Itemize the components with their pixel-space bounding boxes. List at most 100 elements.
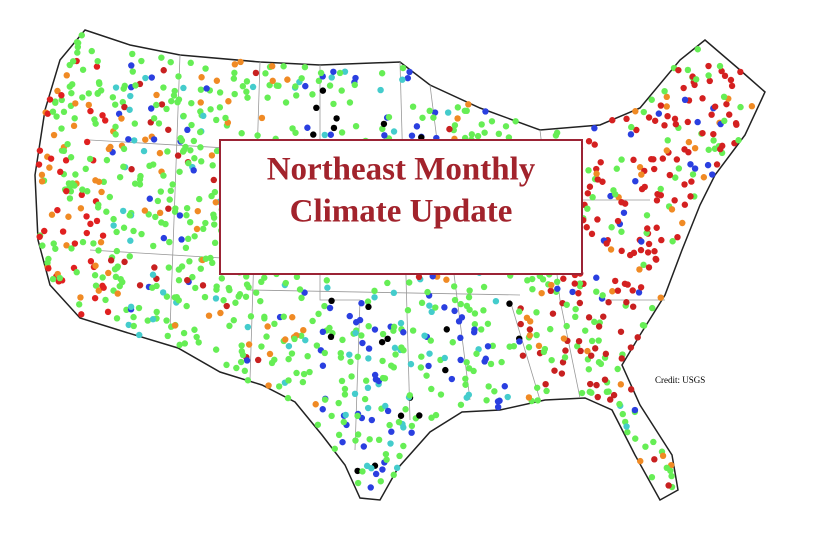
gauge-dot xyxy=(79,66,87,73)
gauge-dot xyxy=(156,209,164,217)
gauge-dot xyxy=(183,204,191,212)
gauge-dot xyxy=(358,332,365,339)
gauge-dot xyxy=(347,358,354,365)
gauge-dot xyxy=(640,322,648,329)
gauge-dot xyxy=(220,297,227,304)
gauge-dot xyxy=(407,360,415,368)
gauge-dot xyxy=(261,274,268,281)
gauge-dot xyxy=(306,368,313,376)
gauge-dot xyxy=(563,322,570,330)
gauge-dot xyxy=(718,67,725,75)
gauge-dot xyxy=(631,406,639,414)
gauge-dot xyxy=(150,115,158,122)
gauge-dot xyxy=(614,287,622,294)
gauge-dot xyxy=(717,145,724,153)
gauge-dot xyxy=(186,218,194,226)
gauge-dot xyxy=(176,341,183,349)
gauge-dot xyxy=(588,352,595,359)
gauge-dot xyxy=(119,98,126,106)
gauge-dot xyxy=(468,131,476,138)
gauge-dot xyxy=(93,217,101,225)
gauge-dot xyxy=(449,339,456,346)
gauge-dot xyxy=(56,274,64,282)
gauge-dot xyxy=(174,98,181,106)
gauge-dot xyxy=(602,350,610,358)
gauge-dot xyxy=(548,356,555,364)
gauge-dot xyxy=(432,304,439,311)
gauge-dot xyxy=(391,344,399,352)
gauge-dot xyxy=(60,147,68,155)
gauge-dot xyxy=(667,467,674,474)
gauge-dot xyxy=(123,306,130,314)
gauge-dot xyxy=(630,156,637,164)
gauge-dot xyxy=(457,300,464,308)
gauge-dot xyxy=(93,63,101,70)
gauge-dot xyxy=(383,456,390,463)
gauge-dot xyxy=(327,131,335,138)
gauge-dot xyxy=(319,87,327,94)
gauge-dot xyxy=(634,334,641,341)
gauge-dot xyxy=(164,332,171,340)
gauge-dot xyxy=(223,361,230,369)
gauge-dot xyxy=(617,328,625,335)
gauge-dot xyxy=(126,253,133,260)
gauge-dot xyxy=(178,236,185,243)
gauge-dot xyxy=(651,248,658,255)
gauge-dot xyxy=(710,137,717,144)
gauge-dot xyxy=(689,171,697,178)
gauge-dot xyxy=(614,365,621,373)
gauge-dot xyxy=(87,107,94,115)
gauge-dot xyxy=(128,62,135,69)
gauge-dot xyxy=(664,137,671,144)
gauge-dot xyxy=(112,131,119,138)
gauge-dot xyxy=(577,347,584,355)
gauge-dot xyxy=(396,452,403,460)
gauge-dot xyxy=(45,255,52,263)
gauge-dot xyxy=(153,308,160,316)
gauge-dot xyxy=(225,98,232,105)
gauge-dot xyxy=(594,216,601,223)
gauge-dot xyxy=(198,158,205,165)
gauge-dot xyxy=(38,171,46,179)
gauge-dot xyxy=(487,360,495,368)
gauge-dot xyxy=(421,332,428,339)
gauge-dot xyxy=(371,287,378,295)
gauge-dot xyxy=(364,384,372,391)
gauge-dot xyxy=(130,322,137,330)
gauge-dot xyxy=(388,362,395,369)
gauge-dot xyxy=(321,302,328,310)
gauge-dot xyxy=(533,309,540,316)
gauge-dot xyxy=(187,59,194,67)
gauge-dot xyxy=(409,327,417,334)
gauge-dot xyxy=(300,370,308,378)
gauge-dot xyxy=(595,337,602,344)
gauge-dot xyxy=(645,114,653,121)
gauge-dot xyxy=(448,375,456,383)
gauge-dot xyxy=(150,242,157,250)
gauge-dot xyxy=(95,79,103,86)
gauge-dot xyxy=(457,356,464,364)
gauge-dot xyxy=(100,284,107,291)
gauge-dot xyxy=(586,183,594,190)
gauge-dot xyxy=(346,99,354,106)
gauge-dot xyxy=(624,281,631,288)
gauge-dot xyxy=(154,197,162,205)
gauge-dot xyxy=(142,74,149,82)
gauge-dot xyxy=(378,70,386,77)
gauge-dot xyxy=(390,289,398,297)
gauge-dot xyxy=(691,81,698,89)
gauge-dot xyxy=(156,149,164,157)
gauge-dot xyxy=(571,280,578,287)
gauge-dot xyxy=(176,168,183,175)
gauge-dot xyxy=(390,471,397,479)
gauge-dot xyxy=(91,272,99,279)
gauge-dot xyxy=(684,118,691,126)
gauge-dot xyxy=(71,240,79,247)
gauge-dot xyxy=(377,478,384,485)
gauge-dot xyxy=(114,290,121,297)
gauge-dot xyxy=(79,238,87,246)
gauge-dot xyxy=(618,198,625,206)
gauge-dot xyxy=(575,337,583,345)
gauge-dot xyxy=(97,239,105,246)
gauge-dot xyxy=(526,332,534,339)
